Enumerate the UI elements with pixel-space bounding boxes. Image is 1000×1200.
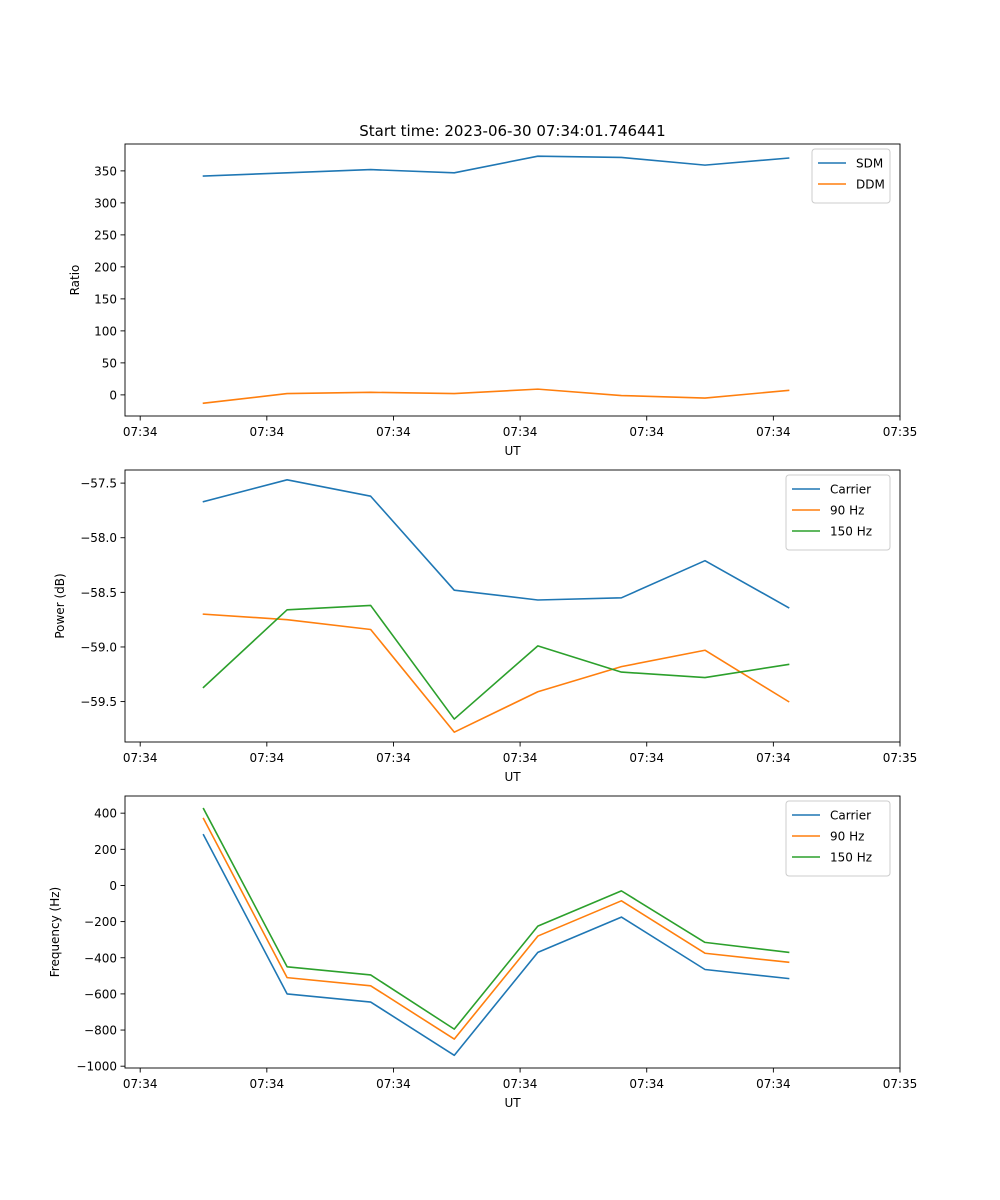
power-y-tick-label: −59.5 xyxy=(80,695,117,709)
ratio-x-axis-label: UT xyxy=(504,444,521,458)
ratio-y-tick-label: 150 xyxy=(94,292,117,306)
frequency-series-line-150-hz xyxy=(202,807,790,1030)
frequency-legend-label: 90 Hz xyxy=(830,830,864,844)
frequency-y-tick-label: 0 xyxy=(109,879,117,893)
ratio-legend-label: SDM xyxy=(856,157,883,171)
frequency-y-tick-label: −600 xyxy=(84,987,117,1001)
ratio-series-line-ddm xyxy=(202,388,790,405)
ratio-y-tick-label: 50 xyxy=(102,356,117,370)
power-legend-label: 150 Hz xyxy=(830,525,872,539)
frequency-y-tick-label: −200 xyxy=(84,915,117,929)
frequency-x-tick-label: 07:34 xyxy=(503,1077,538,1091)
ratio-x-tick-label: 07:34 xyxy=(376,425,411,439)
power-x-tick-label: 07:34 xyxy=(376,751,411,765)
ratio-legend-label: DDM xyxy=(856,178,885,192)
power-legend: Carrier 90 Hz 150 Hz xyxy=(785,474,891,551)
frequency-y-tick-label: 400 xyxy=(94,807,117,821)
frequency-x-tick-label: 07:34 xyxy=(250,1077,285,1091)
frequency-series-line-carrier xyxy=(202,833,790,1057)
figure-title: Start time: 2023-06-30 07:34:01.746441 xyxy=(359,122,665,140)
ratio-y-axis-label: Ratio xyxy=(68,265,82,296)
ratio-y-tick-label: 200 xyxy=(94,260,117,274)
power-x-tick-label: 07:34 xyxy=(503,751,538,765)
ratio-series-line-sdm xyxy=(202,155,790,177)
frequency-y-tick-label: −1000 xyxy=(76,1060,117,1074)
power-series-line-150-hz xyxy=(202,604,790,720)
frequency-y-tick-label: −400 xyxy=(84,951,117,965)
power-series-line-90-hz xyxy=(202,613,790,733)
frequency-y-tick-label: 200 xyxy=(94,843,117,857)
power-y-tick-label: −59.0 xyxy=(80,640,117,654)
power-x-tick-label: 07:34 xyxy=(629,751,664,765)
ratio-axes-frame xyxy=(124,143,901,417)
frequency-x-tick-label: 07:34 xyxy=(629,1077,664,1091)
ratio-y-tick-label: 350 xyxy=(94,164,117,178)
power-x-tick-label: 07:34 xyxy=(123,751,158,765)
frequency-x-tick-label: 07:35 xyxy=(883,1077,918,1091)
frequency-x-axis-label: UT xyxy=(504,1096,521,1110)
ratio-legend: SDM DDM xyxy=(811,148,891,204)
ratio-x-tick-label: 07:34 xyxy=(756,425,791,439)
power-chart: 07:34 07:34 07:34 07:34 07:34 07:34 07:35 −59.5… xyxy=(53,469,918,784)
frequency-x-tick-label: 07:34 xyxy=(376,1077,411,1091)
ratio-x-tick-label: 07:34 xyxy=(503,425,538,439)
frequency-legend: Carrier 90 Hz 150 Hz xyxy=(785,800,891,877)
frequency-chart: 07:34 07:34 07:34 07:34 07:34 07:34 07:35 −1000… xyxy=(48,795,918,1110)
frequency-series-line-90-hz xyxy=(202,817,790,1040)
ratio-x-tick-label: 07:35 xyxy=(883,425,918,439)
power-y-tick-label: −58.5 xyxy=(80,586,117,600)
frequency-y-axis-label: Frequency (Hz) xyxy=(48,887,62,978)
power-x-tick-label: 07:34 xyxy=(250,751,285,765)
power-legend-label: 90 Hz xyxy=(830,504,864,518)
subplots: 07:34 07:34 07:34 07:34 07:34 07:34 07:35 0 50 10… xyxy=(48,143,918,1110)
power-series-line-carrier xyxy=(202,479,790,609)
ratio-x-tick-label: 07:34 xyxy=(250,425,285,439)
power-y-axis-label: Power (dB) xyxy=(53,573,67,638)
ratio-y-tick-label: 100 xyxy=(94,324,117,338)
power-legend-label: Carrier xyxy=(830,483,871,497)
frequency-legend-label: 150 Hz xyxy=(830,851,872,865)
power-axes-frame xyxy=(124,469,901,743)
ratio-x-tick-label: 07:34 xyxy=(629,425,664,439)
frequency-y-tick-label: −800 xyxy=(84,1024,117,1038)
power-x-tick-label: 07:34 xyxy=(756,751,791,765)
frequency-legend-label: Carrier xyxy=(830,809,871,823)
frequency-axes-frame xyxy=(124,795,901,1069)
power-x-axis-label: UT xyxy=(504,770,521,784)
ratio-y-tick-label: 300 xyxy=(94,196,117,210)
ratio-x-tick-label: 07:34 xyxy=(123,425,158,439)
power-x-tick-label: 07:35 xyxy=(883,751,918,765)
frequency-x-tick-label: 07:34 xyxy=(756,1077,791,1091)
ratio-y-tick-label: 0 xyxy=(109,388,117,402)
ratio-y-tick-label: 250 xyxy=(94,228,117,242)
power-y-tick-label: −57.5 xyxy=(80,477,117,491)
power-y-tick-label: −58.0 xyxy=(80,531,117,545)
ratio-chart: 07:34 07:34 07:34 07:34 07:34 07:34 07:35 0 50 10… xyxy=(68,143,918,458)
frequency-x-tick-label: 07:34 xyxy=(123,1077,158,1091)
